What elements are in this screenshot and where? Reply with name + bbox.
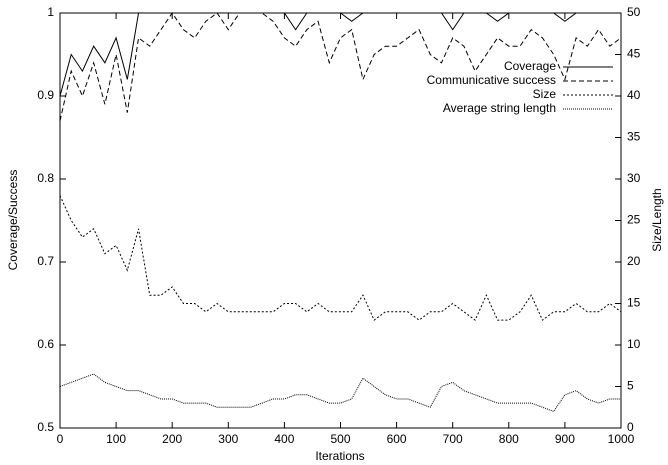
- series-line: [59, 195, 622, 321]
- y2-tick-label: 35: [627, 130, 641, 144]
- y2-tick-label: 15: [627, 296, 641, 310]
- x-tick-label: 900: [555, 432, 575, 446]
- x-tick-label: 400: [274, 432, 294, 446]
- x-tick-label: 500: [330, 432, 350, 446]
- x-tick-label: 300: [218, 432, 238, 446]
- legend-label: Size: [533, 87, 557, 101]
- x-tick-label: 800: [499, 432, 519, 446]
- x-tick-label: 700: [443, 432, 463, 446]
- y2-tick-label: 45: [627, 47, 641, 61]
- legend-label: Average string length: [443, 101, 556, 115]
- y2-tick-label: 50: [627, 5, 641, 19]
- y-tick-label: 0.5: [37, 420, 54, 434]
- x-tick-label: 200: [162, 432, 182, 446]
- y2-tick-label: 20: [627, 254, 641, 268]
- y2-tick-label: 30: [627, 171, 641, 185]
- y-tick-label: 0.7: [37, 254, 54, 268]
- y-tick-label: 0.8: [37, 171, 54, 185]
- y2-tick-label: 5: [627, 379, 634, 393]
- y2-tick-label: 10: [627, 337, 641, 351]
- series-line: [59, 12, 622, 122]
- y2-axis-label: Size/Length: [650, 188, 664, 251]
- series-line: [59, 373, 621, 413]
- x-tick-label: 0: [57, 432, 64, 446]
- legend-label: Communicative success: [427, 73, 556, 87]
- x-tick-label: 600: [387, 432, 407, 446]
- y2-tick-label: 0: [627, 420, 634, 434]
- legend-label: Coverage: [504, 59, 556, 73]
- y-axis-label: Coverage/Success: [6, 170, 20, 271]
- y2-tick-label: 40: [627, 88, 641, 102]
- y-tick-label: 0.6: [37, 337, 54, 351]
- series-line: [59, 12, 621, 97]
- x-tick-label: 100: [106, 432, 126, 446]
- y2-tick-label: 25: [627, 213, 641, 227]
- x-tick-label: 1000: [608, 432, 635, 446]
- x-axis-label: Iterations: [315, 449, 364, 463]
- y-tick-label: 1: [47, 5, 54, 19]
- y-tick-label: 0.9: [37, 88, 54, 102]
